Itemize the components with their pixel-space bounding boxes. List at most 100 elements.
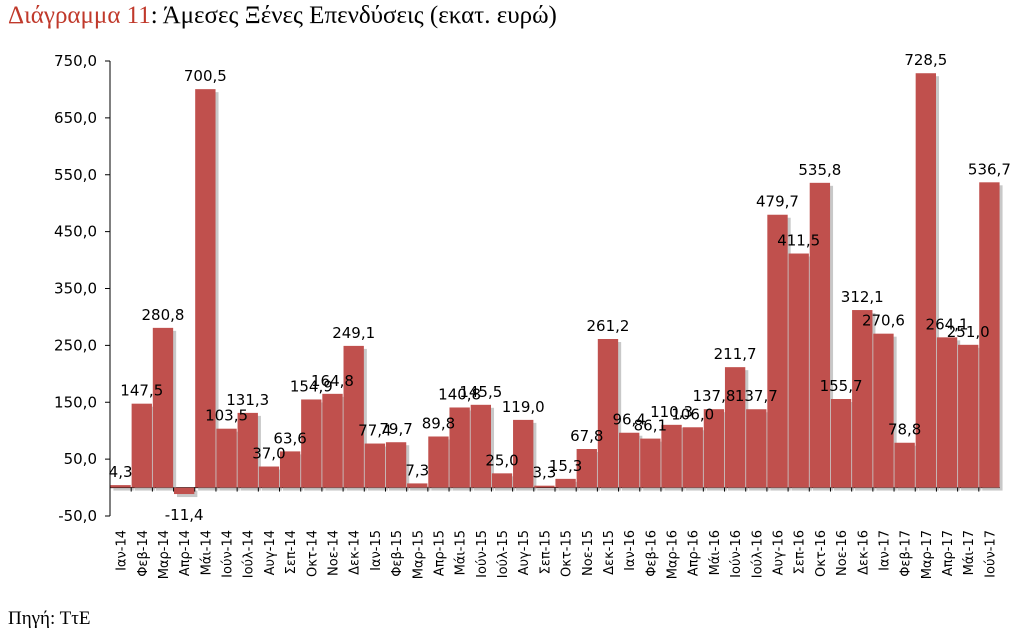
bar (576, 449, 597, 488)
x-tick-label: Φεβ-17 (899, 530, 914, 577)
bar (597, 339, 619, 488)
bar (830, 399, 852, 488)
bar (343, 345, 364, 488)
data-label: -11,4 (165, 506, 204, 524)
data-label: 280,8 (141, 306, 184, 324)
bar (237, 412, 258, 488)
bar (110, 485, 131, 488)
data-label: 63,6 (273, 429, 306, 447)
bar (746, 409, 767, 488)
data-label: 479,7 (756, 193, 799, 211)
x-tick-label: Ιαν-17 (877, 530, 892, 571)
data-label: 728,5 (904, 51, 947, 69)
data-label: 249,1 (332, 324, 375, 342)
bar (258, 466, 280, 488)
bar-shadow (410, 486, 431, 491)
x-tick-label: Αυγ-15 (517, 530, 532, 575)
x-tick-label: Νοε-14 (327, 530, 342, 576)
x-tick-label: Αυγ-14 (263, 530, 278, 575)
bar (915, 73, 937, 488)
data-label: 251,0 (947, 323, 990, 341)
bar (618, 432, 640, 488)
data-label: 67,8 (570, 427, 603, 445)
data-label: 147,5 (120, 382, 163, 400)
data-label: 4,3 (109, 463, 133, 481)
x-tick-label: Φεβ-14 (136, 530, 151, 577)
bar (873, 333, 894, 488)
x-tick-label: Νοε-15 (581, 530, 596, 576)
x-tick-label: Απρ-17 (941, 530, 956, 576)
data-label: 211,7 (714, 345, 757, 363)
chart-title-rest: : Άμεσες Ξένες Επενδύσεις (εκατ. ευρώ) (150, 2, 557, 29)
data-label: 78,8 (888, 421, 921, 439)
bar (216, 428, 237, 488)
data-label: 261,2 (586, 317, 629, 335)
data-label: 264,1 (926, 315, 969, 333)
data-label: 103,5 (205, 407, 248, 425)
bar (958, 344, 979, 488)
x-tick-label: Ιαν-15 (369, 530, 384, 571)
x-tick-label: Σεπ-15 (538, 530, 553, 574)
bar (936, 337, 958, 488)
x-tick-label: Μαρ-15 (411, 530, 426, 579)
data-label: 155,7 (820, 377, 863, 395)
bar (301, 399, 322, 488)
bar (195, 89, 216, 488)
x-tick-label: Οκτ-16 (814, 530, 829, 577)
x-tick-label: Νοε-16 (835, 530, 850, 576)
data-label: 137,7 (735, 387, 778, 405)
bar (640, 438, 661, 488)
data-label: 7,3 (405, 461, 429, 479)
data-label: 535,8 (798, 161, 841, 179)
bar (724, 367, 746, 488)
bar (852, 310, 873, 488)
x-tick-label: Μάι-17 (962, 530, 977, 575)
x-tick-label: Ιούλ-14 (242, 530, 257, 578)
bar (364, 443, 386, 488)
bar (407, 483, 428, 488)
x-tick-label: Δεκ-15 (602, 530, 617, 575)
bar (131, 403, 152, 488)
bar (767, 214, 788, 488)
x-tick-label: Ιούν-16 (729, 530, 744, 578)
y-tick-label: 550,0 (54, 166, 97, 184)
x-tick-label: Δεκ-16 (856, 530, 871, 575)
bar (555, 478, 576, 488)
y-tick-label: 150,0 (54, 393, 97, 411)
x-tick-label: Απρ-14 (178, 530, 193, 576)
bar (428, 436, 449, 488)
bar (279, 451, 301, 488)
data-label: 15,3 (549, 457, 582, 475)
data-label: 86,1 (634, 417, 667, 435)
data-label: 700,5 (184, 67, 227, 85)
data-label: 131,3 (226, 391, 269, 409)
x-tick-label: Μαρ-14 (157, 530, 172, 579)
x-tick-label: Ιούλ-16 (750, 530, 765, 578)
bar (979, 182, 1000, 488)
x-tick-label: Σεπ-16 (793, 530, 808, 574)
x-tick-label: Οκτ-15 (560, 530, 575, 577)
bar (470, 404, 492, 488)
bar (385, 442, 407, 488)
x-tick-label: Φεβ-16 (644, 530, 659, 577)
data-label: 3,3 (532, 464, 556, 482)
data-label: 140,8 (438, 385, 481, 403)
data-label: 145,5 (459, 383, 502, 401)
data-label: 270,6 (862, 312, 905, 330)
x-tick-label: Ιούν-15 (475, 530, 490, 578)
data-label: 154,9 (290, 377, 333, 395)
data-label: 37,0 (252, 445, 285, 463)
x-tick-label: Οκτ-14 (305, 530, 320, 577)
source-note: Πηγή: ΤτΕ (8, 608, 91, 629)
data-label: 25,0 (485, 451, 518, 469)
y-tick-label: 650,0 (54, 109, 97, 127)
bar (809, 182, 831, 488)
data-label: 79,7 (379, 420, 412, 438)
bar (152, 327, 174, 488)
x-tick-label: Μάι-15 (454, 530, 469, 575)
chart-title-lead: Διάγραμμα 11 (8, 2, 151, 29)
x-tick-label: Ιούν-17 (983, 530, 998, 578)
data-label: 96,4 (612, 411, 645, 429)
x-tick-label: Ιαν-14 (115, 530, 130, 571)
